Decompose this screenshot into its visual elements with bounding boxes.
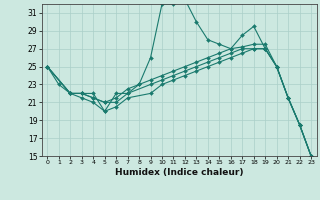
X-axis label: Humidex (Indice chaleur): Humidex (Indice chaleur): [115, 168, 244, 177]
